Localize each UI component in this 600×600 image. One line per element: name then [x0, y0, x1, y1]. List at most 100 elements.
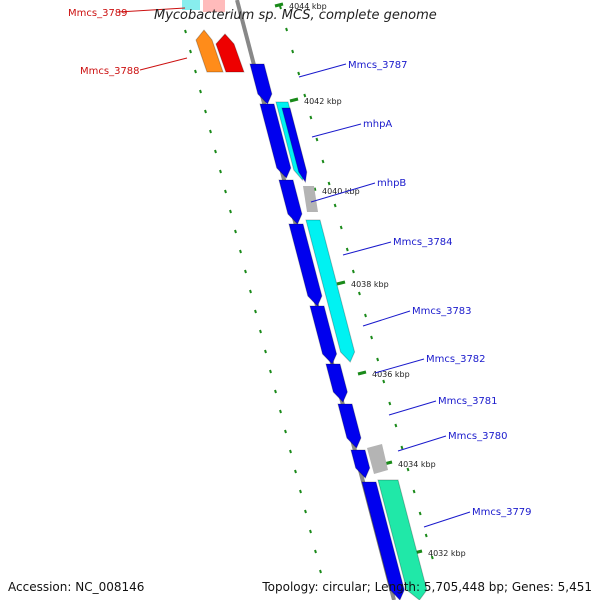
tick-dot: [315, 137, 319, 142]
tick-dot: [309, 529, 312, 534]
tick-dot: [376, 357, 380, 362]
gene-label: mhpB: [377, 178, 406, 189]
tick-dot: [199, 89, 202, 94]
cds-arrow: [195, 29, 224, 73]
tick-mark: [336, 280, 346, 286]
tick-label: 4036 kbp: [372, 370, 410, 379]
tick-dot: [321, 159, 325, 164]
tick-dot: [291, 49, 295, 54]
cds-arrow: [303, 186, 318, 212]
cds-arrow: [281, 107, 308, 184]
gene-label: Mmcs_3780: [448, 431, 508, 442]
tick-dot: [394, 423, 398, 428]
gene-label: Mmcs_3781: [438, 396, 498, 407]
tick-dot: [299, 489, 302, 494]
tick-dot: [214, 149, 217, 154]
tick-dot: [406, 467, 410, 472]
tick-label: 4034 kbp: [398, 460, 436, 469]
cds-arrow: [325, 363, 348, 403]
tick-dot: [382, 379, 386, 384]
tick-dot: [333, 203, 337, 208]
gene-leader-line: [423, 511, 471, 528]
cds-arrow: [249, 63, 273, 105]
tick-dot: [249, 289, 252, 294]
tick-dot: [314, 549, 317, 554]
map-title: Mycobacterium sp. MCS, complete genome: [154, 8, 437, 23]
cds-arrow: [305, 219, 356, 363]
gene-label: Mmcs_3782: [426, 354, 486, 365]
accession-label: Accession: NC_008146: [8, 580, 145, 594]
tick-dot: [209, 129, 212, 134]
tick-dot: [364, 313, 367, 318]
tick-dot: [284, 429, 287, 434]
gene-leader-line: [139, 57, 188, 71]
gene-leader-line: [362, 310, 411, 327]
cds-arrow: [259, 103, 292, 179]
tick-dot: [412, 489, 416, 494]
cds-arrow: [309, 305, 338, 365]
tick-mark: [289, 97, 299, 103]
tick-dot: [254, 309, 257, 314]
tick-dot: [244, 269, 247, 274]
tick-dot: [194, 69, 197, 74]
tick-dot: [259, 329, 262, 334]
tick-label: 4042 kbp: [304, 97, 342, 106]
tick-dot: [370, 335, 374, 340]
tick-dot: [184, 29, 187, 34]
gene-leader-line: [397, 435, 447, 452]
cds-arrow: [367, 444, 388, 474]
gene-label: Mmcs_3779: [472, 507, 532, 518]
tick-dot: [339, 225, 343, 230]
gene-leader-line: [342, 241, 392, 256]
tick-dot: [327, 181, 331, 186]
tick-dot: [189, 49, 192, 54]
gene-leader-line: [311, 123, 362, 138]
tick-dot: [229, 209, 232, 214]
gene-label: Mmcs_3783: [412, 306, 472, 317]
gene-leader-line: [388, 400, 437, 416]
tick-dot: [294, 469, 297, 474]
gene-label: mhpA: [363, 119, 392, 130]
tick-dot: [351, 269, 355, 274]
tick-dot: [274, 389, 277, 394]
tick-label: 4044 kbp: [289, 2, 327, 11]
tick-dot: [297, 71, 301, 76]
tick-dot: [304, 509, 307, 514]
tick-dot: [239, 249, 242, 254]
tick-dot: [224, 189, 227, 194]
cds-arrow: [377, 479, 428, 600]
cds-arrow: [288, 223, 323, 307]
tick-dot: [264, 349, 267, 354]
tick-dot: [400, 445, 404, 450]
tick-dot: [204, 109, 207, 114]
tick-dot: [319, 569, 322, 574]
gene-leader-line: [374, 358, 425, 374]
gene-leader-line: [310, 182, 376, 203]
gene-label: Mmcs_3787: [348, 60, 408, 71]
tick-dot: [269, 369, 272, 374]
cds-arrow: [215, 33, 245, 73]
cds-arrow: [278, 179, 303, 225]
tick-dot: [289, 449, 292, 454]
tick-dot: [418, 511, 422, 516]
tick-dot: [388, 401, 392, 406]
cds-arrow: [361, 481, 405, 600]
genome-summary: Topology: circular; Length: 5,705,448 bp…: [262, 580, 592, 594]
tick-dot: [279, 5, 282, 10]
tick-dot: [309, 115, 313, 120]
tick-dot: [279, 409, 282, 414]
tick-dot: [219, 169, 222, 174]
tick-dot: [345, 247, 349, 252]
tick-mark: [357, 370, 367, 376]
gene-label: Mmcs_3789: [68, 8, 128, 19]
cds-arrow: [182, 0, 200, 10]
tick-label: 4032 kbp: [428, 549, 466, 558]
tick-dot: [357, 291, 361, 296]
tick-dot: [285, 27, 289, 32]
tick-dot: [234, 229, 237, 234]
gene-leader-line: [117, 7, 186, 13]
gene-label: Mmcs_3788: [80, 66, 140, 77]
tick-dot: [430, 555, 434, 560]
tick-label: 4038 kbp: [351, 280, 389, 289]
